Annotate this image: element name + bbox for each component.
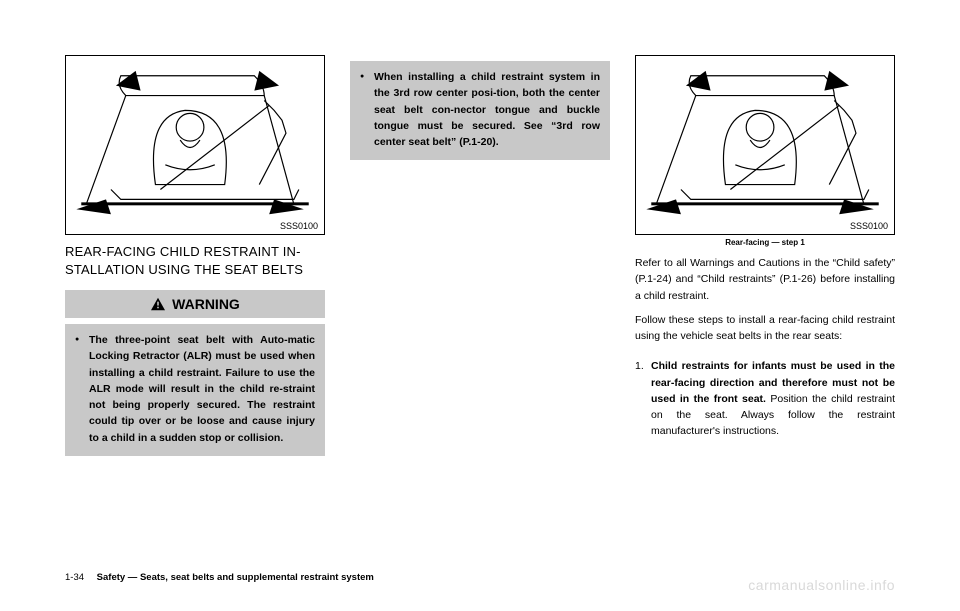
warning-bullet-2: When installing a child restraint system… <box>374 69 600 150</box>
body-paragraph-2: Follow these steps to install a rear-fac… <box>635 312 895 345</box>
column-3: SSS0100 Rear-facing — step 1 Refer to al… <box>635 55 895 535</box>
figure-caption-2: Rear-facing — step 1 <box>635 238 895 247</box>
figure-child-seat-2: SSS0100 <box>635 55 895 235</box>
warning-body-1: The three-point seat belt with Auto-mati… <box>65 324 325 456</box>
child-seat-illustration-1 <box>66 56 324 234</box>
page-footer: 1-34 Safety — Seats, seat belts and supp… <box>65 572 374 583</box>
figure-id-1: SSS0100 <box>280 221 318 231</box>
step-1-text: Child restraints for infants must be use… <box>651 358 895 439</box>
warning-bullet-1: The three-point seat belt with Auto-mati… <box>89 332 315 446</box>
step-1: 1. Child restraints for infants must be … <box>635 358 895 439</box>
section-title: REAR-FACING CHILD RESTRAINT IN-STALLATIO… <box>65 243 325 278</box>
column-1: SSS0100 REAR-FACING CHILD RESTRAINT IN-S… <box>65 55 325 535</box>
page-columns: SSS0100 REAR-FACING CHILD RESTRAINT IN-S… <box>65 55 895 535</box>
warning-body-2: When installing a child restraint system… <box>350 61 610 160</box>
step-list: 1. Child restraints for infants must be … <box>635 352 895 439</box>
column-2: When installing a child restraint system… <box>350 55 610 535</box>
figure-child-seat-1: SSS0100 <box>65 55 325 235</box>
warning-icon <box>150 297 166 311</box>
footer-section-title: Safety — Seats, seat belts and supplemen… <box>97 572 374 583</box>
step-1-number: 1. <box>635 358 651 439</box>
warning-label: WARNING <box>172 296 240 312</box>
child-seat-illustration-2 <box>636 56 894 234</box>
body-paragraph-1: Refer to all Warnings and Cautions in th… <box>635 255 895 304</box>
figure-id-2: SSS0100 <box>850 221 888 231</box>
warning-header: WARNING <box>65 290 325 318</box>
page-number: 1-34 <box>65 572 84 583</box>
watermark: carmanualsonline.info <box>748 577 895 593</box>
